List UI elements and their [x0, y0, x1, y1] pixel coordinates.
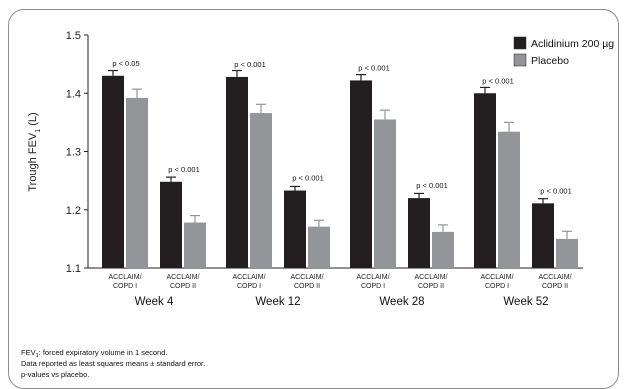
study-label-line1: ACCLAIM/: [538, 274, 571, 281]
study-label-line1: ACCLAIM/: [290, 274, 323, 281]
footnote-pvalues: p-values vs placebo.: [21, 370, 90, 379]
footnote-data: Data reported as least squares means ± s…: [21, 359, 206, 368]
study-label-line2: COPD II: [294, 283, 320, 290]
p-value-label: p < 0.001: [234, 60, 266, 69]
p-value-label: p < 0.001: [168, 165, 200, 174]
footnote-fev1: FEV1: forced expiratory volume in 1 seco…: [21, 348, 168, 359]
placebo-bar: [498, 131, 520, 268]
p-value-label: p < 0.001: [482, 76, 514, 85]
legend-swatch: [513, 53, 527, 67]
p-value-label: p < 0.001: [292, 174, 324, 183]
category-labels: p < 0.05 ACCLAIM/COPD I p < 0.001 ACCLAIM/C…: [108, 59, 571, 308]
bars: [102, 69, 578, 269]
p-value-label: p < 0.001: [358, 63, 390, 72]
p-value-label: p < 0.001: [416, 181, 448, 190]
placebo-bar: [308, 226, 330, 268]
p-value-label: p < 0.05: [112, 59, 139, 68]
y-axis-label: Trough FEV1 (L): [27, 112, 42, 191]
placebo-bar: [556, 238, 578, 268]
study-label-line2: COPD II: [418, 283, 444, 290]
y-tick-label: 1.3: [66, 147, 81, 159]
study-label-line1: ACCLAIM/: [232, 274, 265, 281]
study-label-line1: ACCLAIM/: [166, 274, 199, 281]
legend-label: Placebo: [531, 55, 569, 67]
aclidinium-bar: [102, 75, 124, 269]
study-label-line1: ACCLAIM/: [480, 274, 513, 281]
y-tick-label: 1.2: [66, 205, 81, 217]
placebo-bar: [184, 222, 206, 268]
week-label: Week 4: [135, 296, 174, 308]
legend-swatch: [513, 36, 527, 50]
study-label-line1: ACCLAIM/: [414, 274, 447, 281]
aclidinium-bar: [408, 198, 430, 268]
study-label-line2: COPD I: [485, 283, 509, 290]
legend: Aclidinium 200 µg Placebo: [513, 36, 614, 67]
aclidinium-bar: [226, 76, 248, 268]
y-axis-label-subscript: 1: [35, 129, 42, 133]
week-label: Week 52: [503, 296, 548, 308]
aclidinium-bar: [284, 190, 306, 268]
p-value-label: p < 0.001: [540, 186, 572, 195]
study-label-line2: COPD II: [542, 283, 568, 290]
study-label-line1: ACCLAIM/: [108, 274, 141, 281]
placebo-bar: [250, 113, 272, 269]
study-label-line2: COPD II: [170, 283, 196, 290]
y-tick-label: 1.5: [66, 30, 81, 42]
placebo-bar: [432, 231, 454, 268]
y-tick-label: 1.1: [66, 263, 81, 275]
placebo-bar: [374, 119, 396, 269]
aclidinium-bar: [474, 93, 496, 268]
placebo-bar: [126, 97, 148, 268]
study-label-line2: COPD I: [237, 283, 261, 290]
study-label-line1: ACCLAIM/: [356, 274, 389, 281]
study-label-line2: COPD I: [361, 283, 385, 290]
week-label: Week 12: [255, 296, 300, 308]
aclidinium-bar: [532, 203, 554, 268]
study-label-line2: COPD I: [113, 283, 137, 290]
aclidinium-bar: [350, 80, 372, 268]
legend-label: Aclidinium 200 µg: [531, 38, 614, 50]
week-label: Week 28: [379, 296, 424, 308]
aclidinium-bar: [160, 181, 182, 268]
y-tick-label: 1.4: [66, 88, 81, 100]
